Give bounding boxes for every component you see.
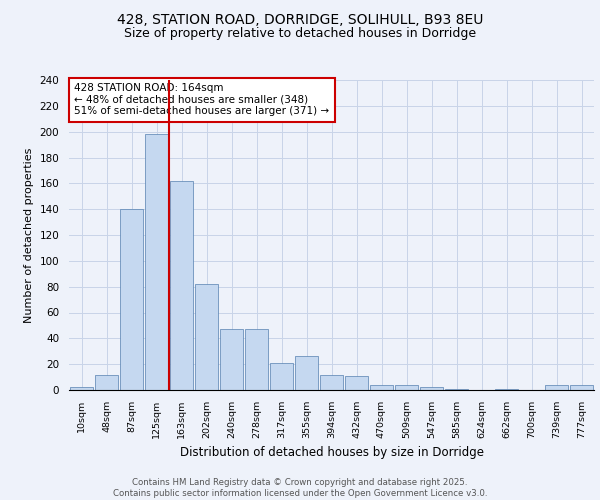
Bar (295, 356, 318, 390)
Text: 428, STATION ROAD, DORRIDGE, SOLIHULL, B93 8EU: 428, STATION ROAD, DORRIDGE, SOLIHULL, B… (117, 12, 483, 26)
Text: Size of property relative to detached houses in Dorridge: Size of property relative to detached ho… (124, 28, 476, 40)
Bar (245, 330, 268, 390)
Bar (145, 134, 168, 390)
Bar (320, 374, 343, 390)
Bar (370, 385, 393, 390)
Text: 428 STATION ROAD: 164sqm
← 48% of detached houses are smaller (348)
51% of semi-: 428 STATION ROAD: 164sqm ← 48% of detach… (74, 83, 329, 116)
Bar (495, 388, 518, 390)
Bar (220, 330, 243, 390)
Bar (445, 388, 468, 390)
Bar (120, 209, 143, 390)
X-axis label: Distribution of detached houses by size in Dorridge: Distribution of detached houses by size … (179, 446, 484, 460)
Bar (345, 376, 368, 390)
Bar (95, 374, 118, 390)
Bar (570, 385, 593, 390)
Bar (545, 385, 568, 390)
Bar (395, 385, 418, 390)
Text: Contains HM Land Registry data © Crown copyright and database right 2025.
Contai: Contains HM Land Registry data © Crown c… (113, 478, 487, 498)
Bar (195, 284, 218, 390)
Y-axis label: Number of detached properties: Number of detached properties (24, 148, 34, 322)
Bar (270, 363, 293, 390)
Bar (170, 180, 193, 390)
Bar (420, 388, 443, 390)
Bar (70, 388, 93, 390)
